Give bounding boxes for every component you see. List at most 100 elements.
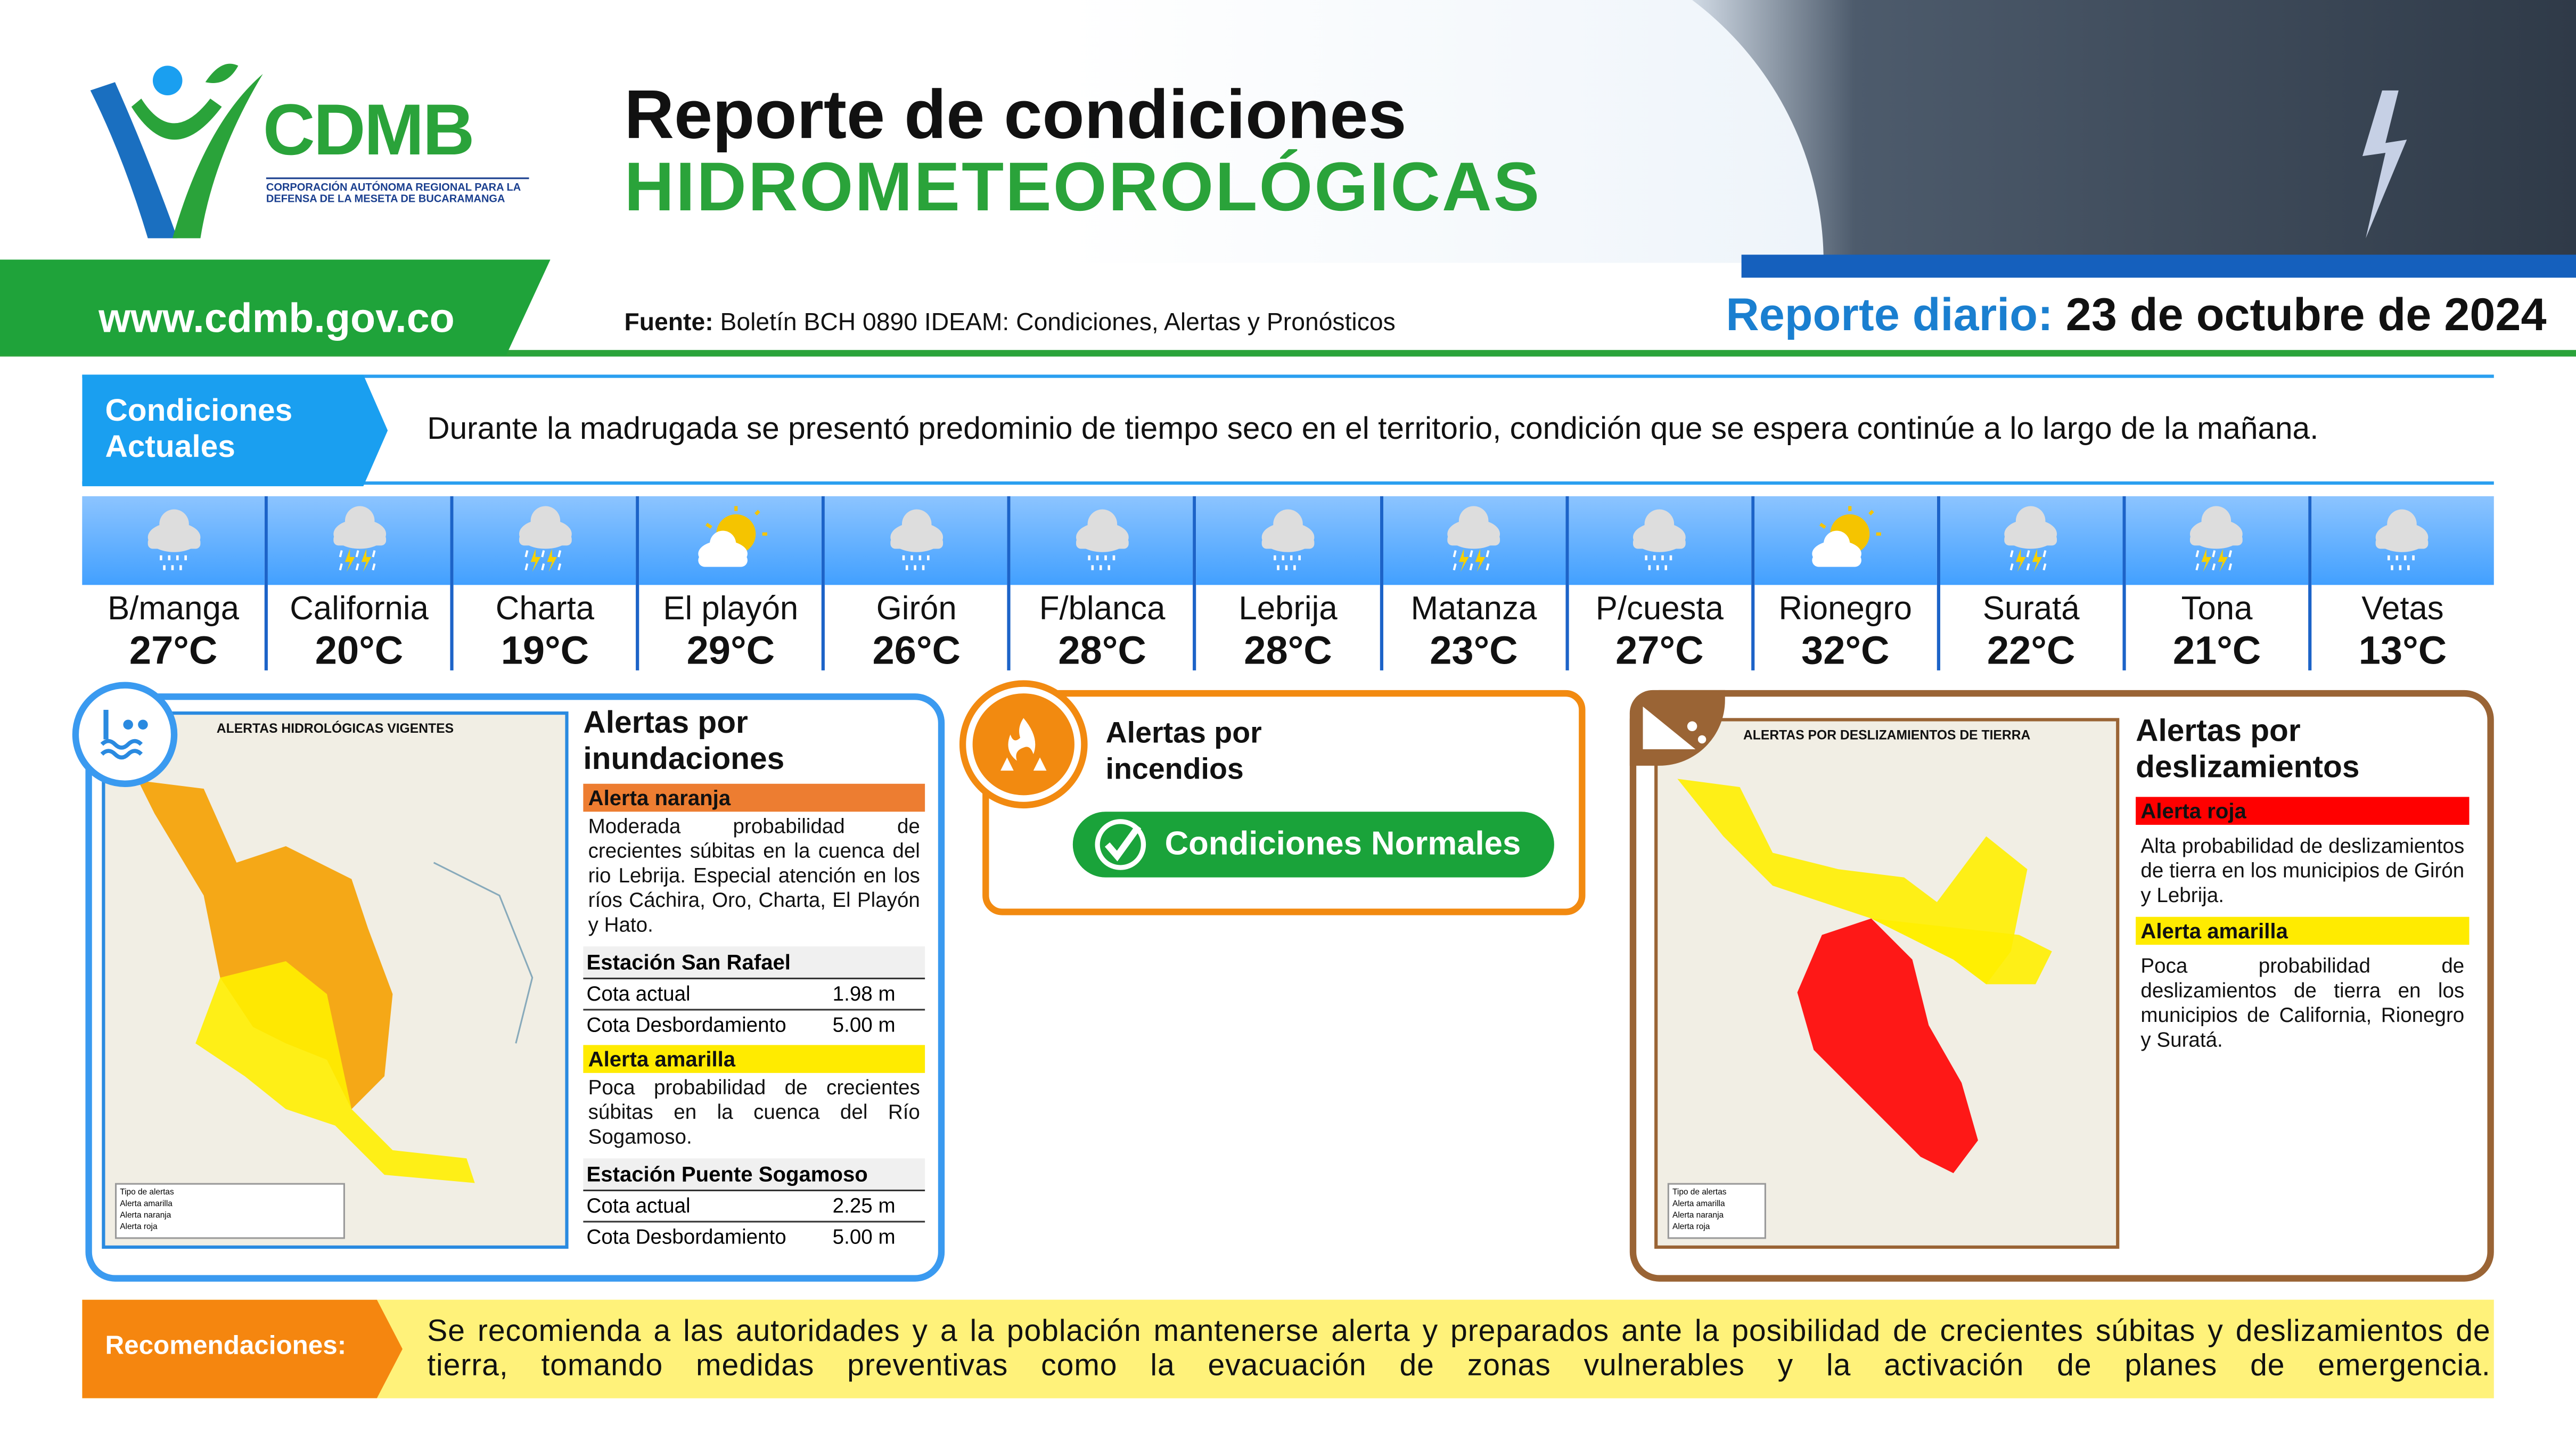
landslide-map-title: ALERTAS POR DESLIZAMIENTOS DE TIERRA bbox=[1743, 727, 2031, 743]
alert-yellow-header: Alerta amarilla bbox=[2136, 916, 2470, 945]
source-text: Fuente: Boletín BCH 0890 IDEAM: Condicio… bbox=[624, 309, 1395, 337]
fire-alerts-panel bbox=[982, 690, 1586, 915]
legend-title: Tipo de alertas bbox=[120, 1188, 174, 1198]
legend-red: Alerta roja bbox=[120, 1222, 158, 1233]
temperature: 32°C bbox=[1801, 629, 1890, 674]
weather-item: Matanza 23°C bbox=[1382, 496, 1569, 674]
thunderstorm-icon bbox=[268, 496, 450, 585]
station-row: Cota actual 2.25 m bbox=[583, 1191, 925, 1223]
row-label: Cota Desbordamiento bbox=[586, 1013, 786, 1037]
landslide-map-shapes bbox=[1677, 779, 2052, 1174]
rain-icon bbox=[1568, 496, 1751, 585]
temperature: 27°C bbox=[1615, 629, 1704, 674]
lightning-icon bbox=[2362, 90, 2407, 239]
conditions-label: Condiciones Actuales bbox=[82, 374, 388, 487]
alert-yellow-header: Alerta amarilla bbox=[583, 1045, 925, 1073]
row-label: Cota Desbordamiento bbox=[586, 1225, 786, 1249]
flood-alerts-info: Alertas por inundaciones Alerta naranja … bbox=[583, 707, 925, 1252]
municipality-name: Charta bbox=[495, 591, 595, 628]
alert-yellow-text: Poca probabilidad de deslizamientos de t… bbox=[2140, 954, 2465, 1052]
thunderstorm-icon bbox=[2126, 496, 2308, 585]
fire-icon bbox=[959, 680, 1088, 809]
flood-map-title: ALERTAS HIDROLÓGICAS VIGENTES bbox=[216, 721, 454, 736]
temperature: 13°C bbox=[2358, 629, 2447, 674]
municipality-name: El playón bbox=[663, 591, 799, 628]
legend-yellow: Alerta amarilla bbox=[120, 1199, 173, 1209]
legend-orange: Alerta naranja bbox=[1672, 1211, 1724, 1221]
page-title-highlight: HIDROMETEOROLÓGICAS bbox=[624, 148, 1541, 225]
row-value: 5.00 m bbox=[832, 1013, 896, 1037]
alert-orange-header: Alerta naranja bbox=[583, 783, 925, 812]
check-circle-icon bbox=[1095, 819, 1146, 870]
municipality-name: Matanza bbox=[1410, 591, 1537, 628]
row-value: 2.25 m bbox=[832, 1194, 896, 1218]
fire-title: Alertas por incendios bbox=[1105, 716, 1262, 785]
recommendations-text: Se recomienda a las autoridades y a la p… bbox=[427, 1313, 2491, 1382]
header-white-area bbox=[0, 0, 1824, 263]
temperature: 21°C bbox=[2172, 629, 2261, 674]
weather-item: El playón 29°C bbox=[639, 496, 825, 674]
municipality-name: Vetas bbox=[2361, 591, 2444, 628]
fire-status-badge: Condiciones Normales bbox=[1072, 812, 1554, 878]
landslide-map-legend: Tipo de alertas Alerta amarilla Alerta nar… bbox=[1667, 1183, 1766, 1239]
weather-item: F/blanca 28°C bbox=[1011, 496, 1197, 674]
legend-orange: Alerta naranja bbox=[120, 1211, 171, 1221]
municipality-name: Tona bbox=[2181, 591, 2253, 628]
weather-item: Vetas 13°C bbox=[2311, 496, 2494, 674]
recommendations-label: Recomendaciones: bbox=[82, 1299, 403, 1398]
conditions-label-line1: Condiciones bbox=[105, 394, 293, 429]
weather-item: Charta 19°C bbox=[454, 496, 639, 674]
thunderstorm-icon bbox=[454, 496, 636, 585]
cdmb-logo: CDMB CORPORACIÓN AUTÓNOMA REGIONAL PARA … bbox=[82, 58, 529, 242]
row-label: Cota actual bbox=[586, 983, 691, 1006]
municipality-name: P/cuesta bbox=[1595, 591, 1724, 628]
landslide-alert-map: ALERTAS POR DESLIZAMIENTOS DE TIERRA Tip… bbox=[1654, 718, 2120, 1249]
weather-item: Girón 26°C bbox=[825, 496, 1011, 674]
weather-forecast-row: B/manga 27°C California 20°C Charta 19°C El pl… bbox=[82, 496, 2494, 674]
temperature: 28°C bbox=[1244, 629, 1332, 674]
water-level-icon bbox=[72, 682, 178, 787]
thunderstorm-icon bbox=[1940, 496, 2123, 585]
flood-alert-map: ALERTAS HIDROLÓGICAS VIGENTES Tipo de al… bbox=[102, 711, 569, 1249]
station-row: Cota Desbordamiento 5.00 m bbox=[583, 1011, 925, 1041]
header-blue-stripe bbox=[1741, 255, 2576, 278]
report-date: Reporte diario: 23 de octubre de 2024 bbox=[1726, 289, 2546, 342]
header-green-line bbox=[0, 350, 2576, 357]
weather-item: Lebrija 28°C bbox=[1196, 496, 1383, 674]
municipality-name: B/manga bbox=[108, 591, 240, 628]
alert-yellow-text: Poca probabilidad de crecientes súbitas … bbox=[588, 1076, 920, 1149]
rain-icon bbox=[2311, 496, 2494, 585]
report-date-value: 23 de octubre de 2024 bbox=[2065, 289, 2547, 340]
conditions-text: Durante la madrugada se presentó predomi… bbox=[427, 412, 2319, 447]
weather-item: Suratá 22°C bbox=[1940, 496, 2126, 674]
logo-subtitle: CORPORACIÓN AUTÓNOMA REGIONAL PARA LA DE… bbox=[266, 177, 529, 206]
temperature: 23°C bbox=[1430, 629, 1518, 674]
partly-sunny-icon bbox=[1754, 496, 1937, 585]
flood-map-legend: Tipo de alertas Alerta amarilla Alerta nar… bbox=[114, 1183, 345, 1239]
partly-sunny-icon bbox=[639, 496, 822, 585]
logo-text: CDMB bbox=[262, 90, 475, 171]
source-label: Fuente: bbox=[624, 309, 713, 337]
temperature: 29°C bbox=[686, 629, 775, 674]
weather-item: Tona 21°C bbox=[2126, 496, 2312, 674]
temperature: 28°C bbox=[1058, 629, 1146, 674]
station-row: Cota actual 1.98 m bbox=[583, 979, 925, 1011]
weather-item: California 20°C bbox=[268, 496, 454, 674]
rain-icon bbox=[1196, 496, 1380, 585]
temperature: 26°C bbox=[872, 629, 961, 674]
landslide-alerts-info: Alertas por deslizamientos Alerta roja A… bbox=[2136, 715, 2470, 1057]
legend-yellow: Alerta amarilla bbox=[1672, 1199, 1725, 1209]
municipality-name: Lebrija bbox=[1238, 591, 1338, 628]
website-link[interactable]: www.cdmb.gov.co bbox=[0, 259, 551, 355]
landslide-title: Alertas por deslizamientos bbox=[2136, 715, 2360, 785]
rain-icon bbox=[82, 496, 265, 585]
legend-title: Tipo de alertas bbox=[1672, 1188, 1727, 1198]
alert-red-header: Alerta roja bbox=[2136, 797, 2470, 825]
temperature: 20°C bbox=[315, 629, 404, 674]
fire-status-text: Condiciones Normales bbox=[1164, 825, 1521, 862]
row-value: 1.98 m bbox=[832, 983, 896, 1006]
row-value: 5.00 m bbox=[832, 1225, 896, 1249]
logo-figure-icon bbox=[90, 63, 263, 239]
municipality-name: Girón bbox=[876, 591, 957, 628]
source-value: Boletín BCH 0890 IDEAM: Condiciones, Ale… bbox=[720, 309, 1396, 337]
